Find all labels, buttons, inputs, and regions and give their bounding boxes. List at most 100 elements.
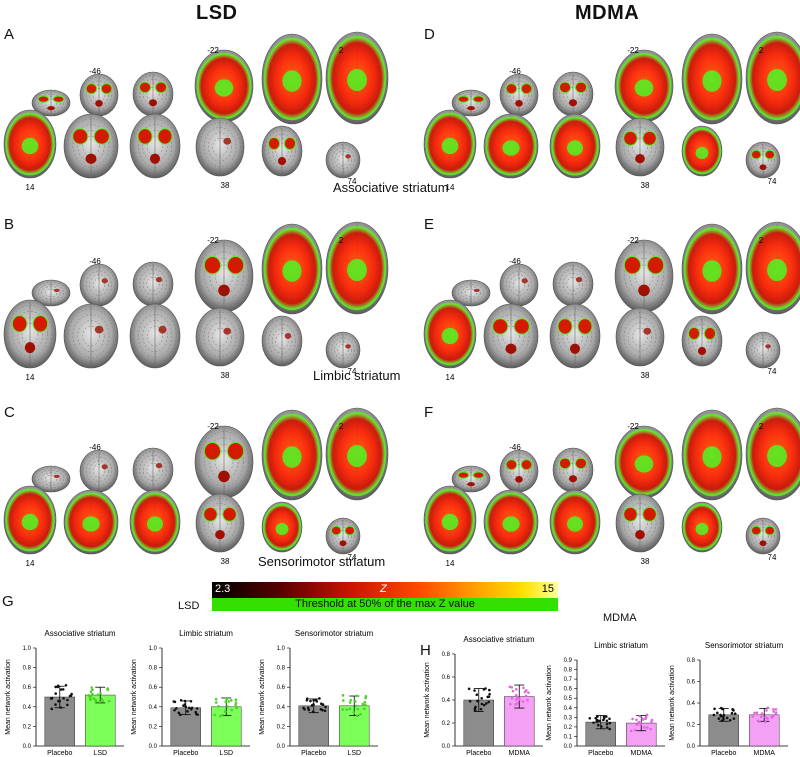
data-point [219, 714, 222, 718]
data-point [730, 711, 734, 715]
data-point [608, 727, 611, 731]
brain-slice [549, 489, 601, 555]
data-point [364, 696, 367, 700]
data-point [758, 720, 761, 724]
data-point [94, 700, 97, 703]
brain-panel-f: -46 -22 2 14 38 74 [423, 407, 800, 568]
brain-slice [614, 425, 674, 499]
section-drug-h: MDMA [603, 612, 637, 624]
data-point [650, 720, 653, 724]
slice-label-top: -22 [627, 422, 639, 431]
data-point [487, 695, 491, 698]
data-point [644, 717, 647, 721]
slice-label-top: -46 [89, 67, 101, 76]
data-point [87, 694, 90, 697]
data-point [99, 692, 102, 695]
data-point [713, 707, 716, 711]
y-tick-label: 0.2 [277, 724, 286, 730]
data-point [467, 687, 471, 691]
data-point [731, 708, 734, 711]
brain-slice [483, 303, 539, 369]
data-point [522, 686, 525, 690]
colorbar-min: 2.3 [215, 583, 231, 595]
data-point [177, 711, 181, 715]
data-point [594, 716, 598, 720]
brain-slice [325, 141, 361, 179]
data-point [488, 692, 491, 696]
brain-panel-a: -46 -22 2 14 38 74 [3, 31, 389, 192]
brain-panel-c: -46 -22 2 14 38 74 [3, 407, 389, 568]
brain-slice [63, 303, 119, 369]
category-label: Placebo [588, 750, 613, 757]
data-point [50, 707, 54, 711]
brain-slice [31, 89, 71, 117]
data-point [172, 700, 176, 703]
brain-slice [195, 307, 245, 367]
data-point [760, 715, 763, 719]
chart-mdma-0: Associative striatum 0.0 0.2 0.4 0.6 0.8 Mean … [424, 635, 543, 757]
data-point [485, 702, 488, 705]
chart-title: Associative striatum [44, 629, 115, 638]
brain-slice [31, 465, 71, 493]
data-point [766, 706, 770, 710]
data-point [722, 717, 725, 721]
panel-letter-a: A [4, 26, 15, 43]
colorbar-max: 15 [541, 583, 554, 595]
bar-lsd [85, 694, 116, 747]
data-point [54, 692, 58, 695]
data-point [364, 703, 367, 707]
data-point [602, 718, 605, 722]
data-point [178, 713, 182, 717]
data-point [92, 697, 95, 700]
data-point [772, 710, 775, 713]
category-label: LSD [93, 750, 107, 757]
data-point [356, 707, 360, 711]
data-point [234, 701, 238, 705]
panel-letter-b: B [4, 216, 15, 233]
data-point [183, 699, 187, 703]
y-tick-label: 1.0 [277, 646, 286, 652]
data-point [182, 704, 185, 707]
y-axis-label: Mean network activation [546, 665, 553, 741]
data-point [315, 700, 319, 703]
y-tick-label: 0.0 [442, 744, 451, 750]
slice-label-top: -46 [509, 257, 521, 266]
data-point [474, 705, 477, 709]
brain-slice [745, 221, 800, 315]
data-point [230, 708, 233, 712]
brain-slice [745, 331, 781, 369]
data-point [468, 700, 472, 703]
data-point [217, 705, 220, 708]
data-point [196, 713, 199, 716]
brain-slice [681, 315, 723, 367]
y-tick-label: 0.8 [149, 666, 158, 672]
brain-slice [194, 425, 254, 499]
y-tick-label: 0.4 [149, 705, 158, 711]
brain-slice [745, 141, 781, 179]
data-point [608, 717, 611, 721]
data-point [66, 698, 69, 702]
data-point [312, 703, 315, 706]
data-point [764, 715, 767, 719]
data-point [302, 706, 305, 710]
category-label: MDMA [754, 750, 776, 757]
data-point [49, 697, 53, 700]
data-point [214, 701, 218, 704]
region-label: Limbic striatum [313, 368, 401, 383]
data-point [91, 688, 94, 691]
y-tick-label: 0.0 [277, 744, 286, 750]
brain-panel-b: -46 -22 2 14 38 74 [3, 221, 389, 382]
title-mdma: MDMA [575, 2, 640, 24]
slice-label-top: -22 [627, 236, 639, 245]
data-point [516, 701, 520, 705]
data-point [717, 717, 721, 720]
slice-label-top: 2 [339, 46, 344, 55]
brain-slice [79, 263, 119, 307]
data-point [510, 696, 514, 700]
brain-slice [615, 117, 665, 177]
y-tick-label: 0.4 [442, 698, 451, 704]
data-point [187, 706, 191, 710]
chart-title: Sensorimotor striatum [705, 641, 784, 650]
chart-mdma-2: Sensorimotor striatum 0.0 0.2 0.4 0.6 0.8 Mean… [669, 641, 788, 757]
y-tick-label: 0.3 [564, 715, 573, 721]
